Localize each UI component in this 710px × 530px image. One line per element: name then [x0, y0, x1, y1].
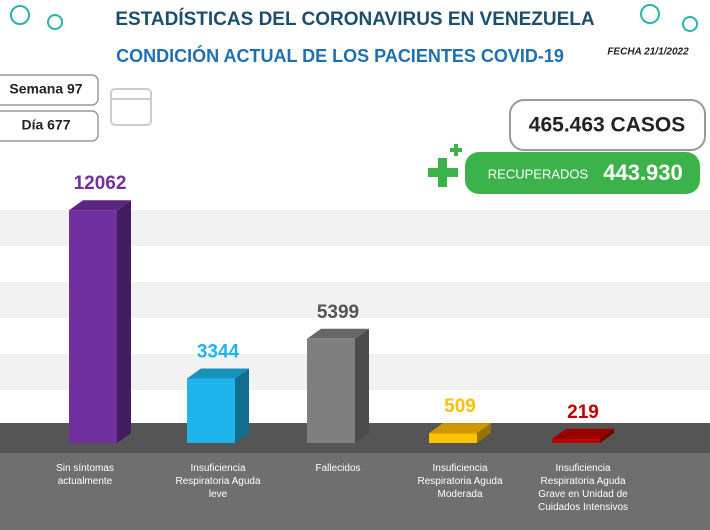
week: Semana 97 [9, 81, 82, 97]
bar-side [477, 423, 491, 443]
virus-icons [10, 4, 698, 32]
category-label: Insuficiencia Respiratoria Aguda Moderad… [417, 463, 503, 500]
cases: 465.463 CASOS [529, 114, 685, 137]
value-label: 3344 [197, 341, 240, 362]
recovered: 443.930 [603, 160, 683, 185]
bar [429, 433, 477, 443]
bar-top [307, 328, 369, 339]
bar [307, 338, 355, 443]
value-label: 219 [567, 402, 599, 423]
recovered-label: RECUPERADOS [488, 166, 589, 181]
day: Día 677 [21, 117, 70, 133]
day-box [0, 110, 99, 142]
bar-side [600, 428, 614, 443]
category-label: Insuficiencia Respiratoria Aguda Grave e… [537, 463, 629, 513]
recovered-box [465, 152, 700, 194]
bar [69, 210, 117, 443]
value-label: 12062 [74, 173, 127, 194]
cases-box [509, 99, 706, 151]
label-area [0, 453, 710, 530]
bar-top [552, 428, 614, 439]
calendar-icon [110, 88, 152, 126]
bar-side [117, 200, 131, 443]
value-label: 509 [444, 396, 476, 417]
bar-top [187, 368, 249, 379]
date: FECHA 21/1/2022 [607, 47, 689, 58]
week-box [0, 74, 99, 106]
category-label: Sin síntomas actualmente [56, 463, 114, 487]
subtitle: CONDICIÓN ACTUAL DE LOS PACIENTES COVID-… [116, 45, 564, 66]
category-label: Insuficiencia Respiratoria Aguda leve [175, 463, 261, 500]
category-label: Fallecidos [315, 463, 361, 474]
bar-side [355, 328, 369, 443]
bar-side [235, 368, 249, 443]
plus-icon [428, 144, 462, 187]
title: ESTADÍSTICAS DEL CORONAVIRUS EN VENEZUEL… [115, 8, 595, 30]
bar [552, 438, 600, 443]
bar-top [429, 423, 491, 434]
bar-top [69, 200, 131, 211]
bar [187, 378, 235, 443]
value-label: 5399 [317, 302, 359, 323]
